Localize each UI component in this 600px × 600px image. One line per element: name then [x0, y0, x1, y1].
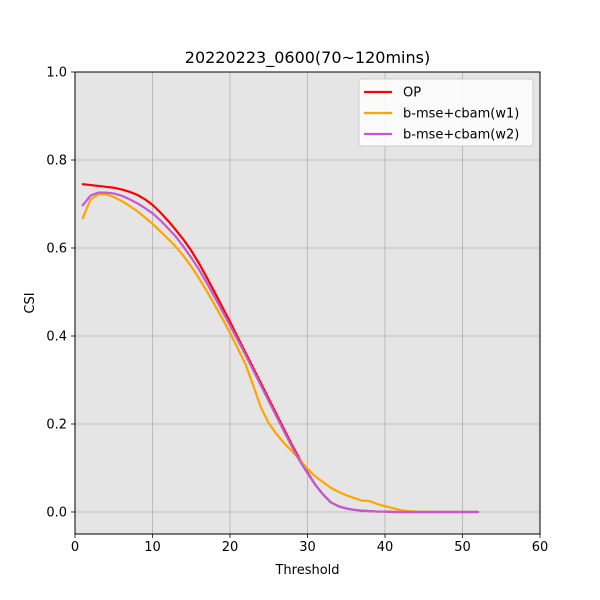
y-axis-label: CSI: [23, 292, 38, 313]
y-tick-label: 0.0: [46, 506, 67, 521]
y-tick-label: 1.0: [46, 66, 67, 81]
x-tick-label: 20: [222, 540, 239, 555]
x-tick-label: 30: [299, 540, 316, 555]
x-tick-label: 40: [377, 540, 394, 555]
x-tick-label: 10: [144, 540, 161, 555]
ticks: 0 10 20 30 40 50 60 0.0 0.2 0.4 0.6 0.8 1.0: [46, 66, 548, 556]
legend-label-3: b-mse+cbam(w2): [403, 128, 519, 143]
series-lines: [81, 183, 480, 514]
legend-label-2: b-mse+cbam(w1): [403, 107, 519, 122]
legend: OP b-mse+cbam(w1) b-mse+cbam(w2): [358, 78, 534, 147]
x-tick-label: 0: [71, 540, 79, 555]
y-tick-label: 0.2: [46, 418, 67, 433]
y-tick-label: 0.4: [46, 330, 67, 345]
legend-box: [358, 78, 534, 147]
x-tick-label: 60: [532, 540, 549, 555]
chart-title: 20220223_0600(70~120mins): [185, 48, 430, 68]
legend-label-1: OP: [403, 86, 421, 101]
x-tick-label: 50: [454, 540, 471, 555]
x-axis-label: Threshold: [274, 563, 339, 578]
series-line-3: [81, 191, 480, 514]
y-tick-label: 0.8: [46, 154, 67, 169]
y-tick-label: 0.6: [46, 242, 67, 257]
